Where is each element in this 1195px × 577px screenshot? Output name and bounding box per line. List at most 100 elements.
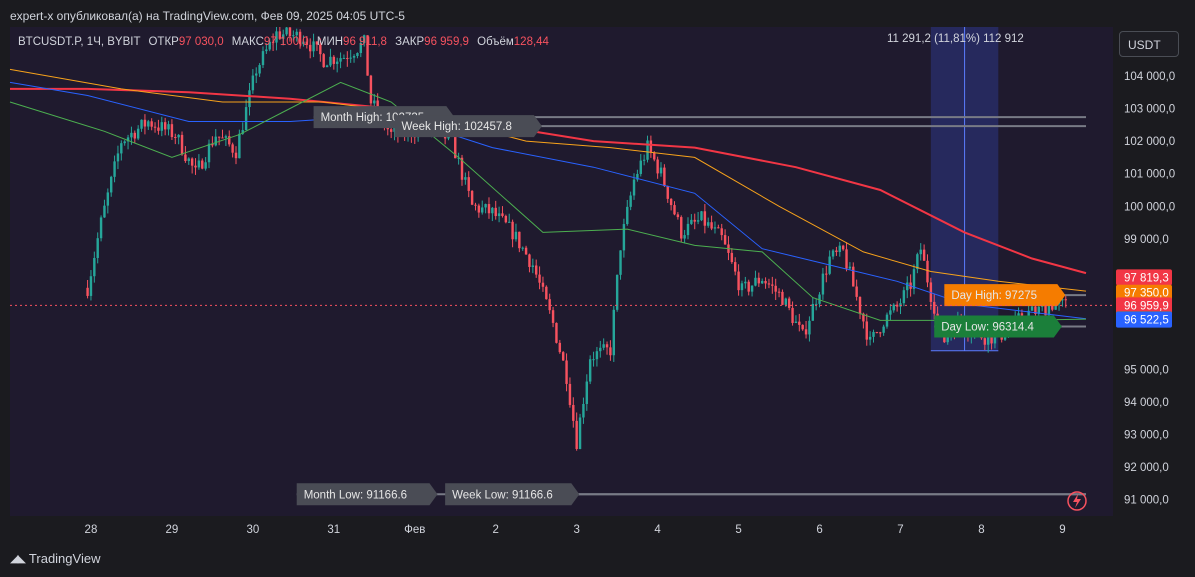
candle-body bbox=[275, 31, 278, 43]
high-label: МАКС bbox=[231, 36, 264, 48]
candle-body bbox=[673, 205, 676, 215]
candle-body bbox=[565, 360, 568, 384]
candle-body bbox=[838, 245, 841, 252]
candle-body bbox=[93, 257, 96, 277]
candle-body bbox=[481, 207, 484, 213]
y-tick-label: 103 000,0 bbox=[1124, 104, 1175, 116]
candle-body bbox=[201, 160, 204, 169]
currency-button[interactable]: USDT bbox=[1119, 31, 1179, 57]
candle-body bbox=[875, 331, 879, 333]
candle-body bbox=[241, 130, 244, 134]
level-label-text: Day Low: 96314.4 bbox=[941, 321, 1034, 333]
candle-body bbox=[848, 266, 852, 269]
candle-body bbox=[1047, 305, 1051, 316]
candle-body bbox=[282, 34, 285, 39]
candle-body bbox=[723, 235, 727, 245]
candle-body bbox=[808, 320, 811, 335]
candle-body bbox=[147, 121, 150, 127]
candle-body bbox=[224, 136, 228, 138]
candle-body bbox=[1051, 305, 1054, 310]
candle-body bbox=[696, 220, 700, 222]
y-tick-label: 92 000,0 bbox=[1124, 462, 1169, 474]
candle-body bbox=[825, 273, 828, 275]
candle-body bbox=[1034, 306, 1037, 314]
candle-body bbox=[534, 265, 538, 275]
candle-body bbox=[130, 132, 133, 138]
candle-body bbox=[912, 269, 916, 289]
candle-body bbox=[561, 352, 565, 361]
x-tick-label: 7 bbox=[897, 524, 903, 536]
candle-body bbox=[663, 167, 666, 186]
alert-bolt-icon bbox=[1067, 491, 1087, 511]
candle-body bbox=[767, 283, 771, 285]
candle-body bbox=[707, 222, 710, 226]
candle-body bbox=[659, 167, 663, 174]
candle-body bbox=[872, 331, 875, 337]
symbol-name[interactable]: BTCUSDT.P, 1Ч, BYBIT bbox=[18, 36, 141, 48]
candle-body bbox=[511, 221, 514, 240]
candle-body bbox=[892, 304, 895, 311]
candle-body bbox=[750, 285, 754, 292]
candle-body bbox=[504, 215, 508, 223]
y-tick-label: 99 000,0 bbox=[1124, 234, 1169, 246]
candle-body bbox=[686, 223, 690, 236]
candle-body bbox=[582, 403, 585, 418]
candle-body bbox=[501, 213, 504, 216]
candle-body bbox=[636, 173, 639, 180]
candle-body bbox=[487, 204, 491, 214]
candle-body bbox=[646, 140, 649, 160]
candle-body bbox=[464, 177, 467, 180]
candle-body bbox=[784, 298, 788, 305]
candle-body bbox=[700, 211, 703, 221]
candle-body bbox=[366, 35, 369, 76]
candle-body bbox=[457, 157, 460, 159]
candle-body bbox=[271, 41, 275, 43]
candle-body bbox=[865, 321, 868, 340]
candle-body bbox=[902, 290, 906, 304]
candle-body bbox=[713, 227, 717, 229]
candle-body bbox=[568, 383, 572, 405]
level-label-text: Week Low: 91166.6 bbox=[452, 489, 553, 501]
candle-body bbox=[1003, 336, 1007, 340]
y-tick-label: 95 000,0 bbox=[1124, 364, 1169, 376]
candle-body bbox=[531, 265, 535, 267]
candle-body bbox=[474, 204, 477, 206]
candle-body bbox=[302, 41, 305, 45]
alert-bolt-glyph bbox=[1073, 494, 1081, 508]
candle-body bbox=[238, 133, 241, 159]
price-tag-label: 97 819,3 bbox=[1124, 272, 1169, 284]
candle-body bbox=[642, 159, 646, 161]
candle-body bbox=[919, 249, 922, 255]
moving-average-line-2 bbox=[9, 68, 1087, 292]
footer-brand[interactable]: ◢◣ TradingView bbox=[10, 551, 100, 566]
price-tag-label: 96 959,9 bbox=[1124, 300, 1169, 312]
candle-body bbox=[86, 287, 89, 296]
y-tick-label: 101 000,0 bbox=[1124, 169, 1175, 181]
candle-body bbox=[521, 247, 524, 249]
candle-body bbox=[929, 282, 933, 302]
candle-body bbox=[737, 271, 740, 291]
level-label-text: Week High: 102457.8 bbox=[402, 121, 512, 133]
price-tag-box-2 bbox=[1116, 284, 1172, 301]
x-tick-label: 4 bbox=[654, 524, 661, 536]
brand-name: TradingView bbox=[28, 551, 101, 566]
x-tick-label: 28 bbox=[85, 524, 98, 536]
candle-body bbox=[744, 281, 747, 284]
x-tick-label: 8 bbox=[978, 524, 984, 536]
candle-body bbox=[167, 124, 170, 130]
candle-body bbox=[862, 313, 865, 322]
candle-body bbox=[1061, 299, 1064, 301]
candle-body bbox=[160, 122, 164, 131]
candle-body bbox=[352, 55, 356, 58]
candle-body bbox=[99, 217, 103, 239]
candle-body bbox=[787, 298, 791, 308]
candle-body bbox=[771, 284, 774, 286]
candle-body bbox=[814, 303, 818, 305]
candle-body bbox=[555, 322, 558, 343]
candle-body bbox=[231, 144, 234, 153]
candle-body bbox=[322, 54, 325, 68]
candle-body bbox=[777, 291, 781, 293]
candle-body bbox=[265, 49, 268, 52]
candle-body bbox=[292, 35, 295, 37]
